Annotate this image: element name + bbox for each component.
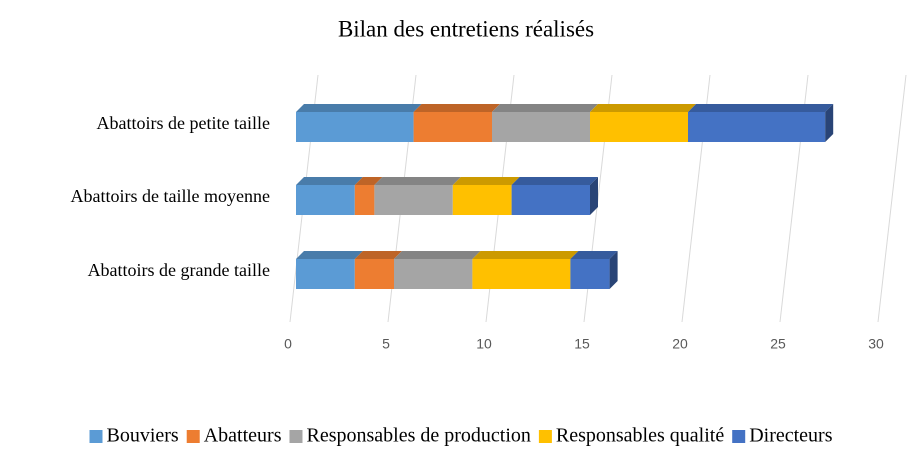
bar-top <box>394 251 481 259</box>
bar-top <box>590 104 696 112</box>
bar-side <box>590 177 598 215</box>
bar-top <box>472 251 579 259</box>
legend: Bouviers Abatteurs Responsables de product… <box>89 425 833 447</box>
legend-swatch <box>732 430 746 443</box>
bar-side <box>609 251 618 289</box>
bar-top <box>570 251 618 259</box>
x-tick-label: 30 <box>868 336 884 352</box>
legend-swatch <box>289 430 303 443</box>
x-tick-label: 0 <box>284 336 292 352</box>
bar <box>511 185 590 215</box>
legend-swatch <box>538 430 552 443</box>
x-tick-label: 20 <box>672 336 688 352</box>
legend-label: Directeurs <box>749 425 833 447</box>
x-tick-label: 10 <box>476 336 492 352</box>
bar-top <box>511 177 598 185</box>
bar <box>354 259 394 289</box>
bar <box>296 112 414 142</box>
bar-top <box>374 177 461 185</box>
bar-top <box>452 177 520 185</box>
x-tick-label: 25 <box>770 336 786 352</box>
x-tick-label: 5 <box>382 336 390 352</box>
bar <box>354 185 375 215</box>
bar <box>492 112 590 142</box>
bar-top <box>354 251 402 259</box>
bar <box>296 185 355 215</box>
bar <box>590 112 688 142</box>
bar-top <box>688 104 834 112</box>
legend-label: Bouviers <box>107 425 179 447</box>
chart-title: Bilan des entretiens réalisés <box>338 16 594 41</box>
grid-line <box>877 74 907 323</box>
bar <box>413 112 492 142</box>
legend-swatch <box>186 430 200 443</box>
legend-label: Responsables qualité <box>556 425 724 447</box>
legend-label: Abatteurs <box>204 425 282 447</box>
bar-top <box>492 104 598 112</box>
y-tick-label: Abattoirs de petite taille <box>97 113 270 133</box>
bar-top <box>296 251 363 259</box>
bar <box>374 185 453 215</box>
bar <box>296 259 355 289</box>
bar-top <box>296 177 363 185</box>
bar <box>452 185 512 215</box>
bar-top <box>413 104 500 112</box>
bar <box>394 259 473 289</box>
bar <box>688 112 826 142</box>
x-tick-label: 15 <box>574 336 590 352</box>
y-tick-label: Abattoirs de grande taille <box>88 260 270 280</box>
bar-side <box>825 104 834 142</box>
legend-label: Responsables de production <box>306 425 530 447</box>
bar-top <box>354 177 383 185</box>
bar <box>570 259 610 289</box>
bar-top <box>296 104 422 112</box>
bar <box>472 259 571 289</box>
y-tick-label: Abattoirs de taille moyenne <box>71 186 270 206</box>
legend-swatch <box>89 430 103 443</box>
